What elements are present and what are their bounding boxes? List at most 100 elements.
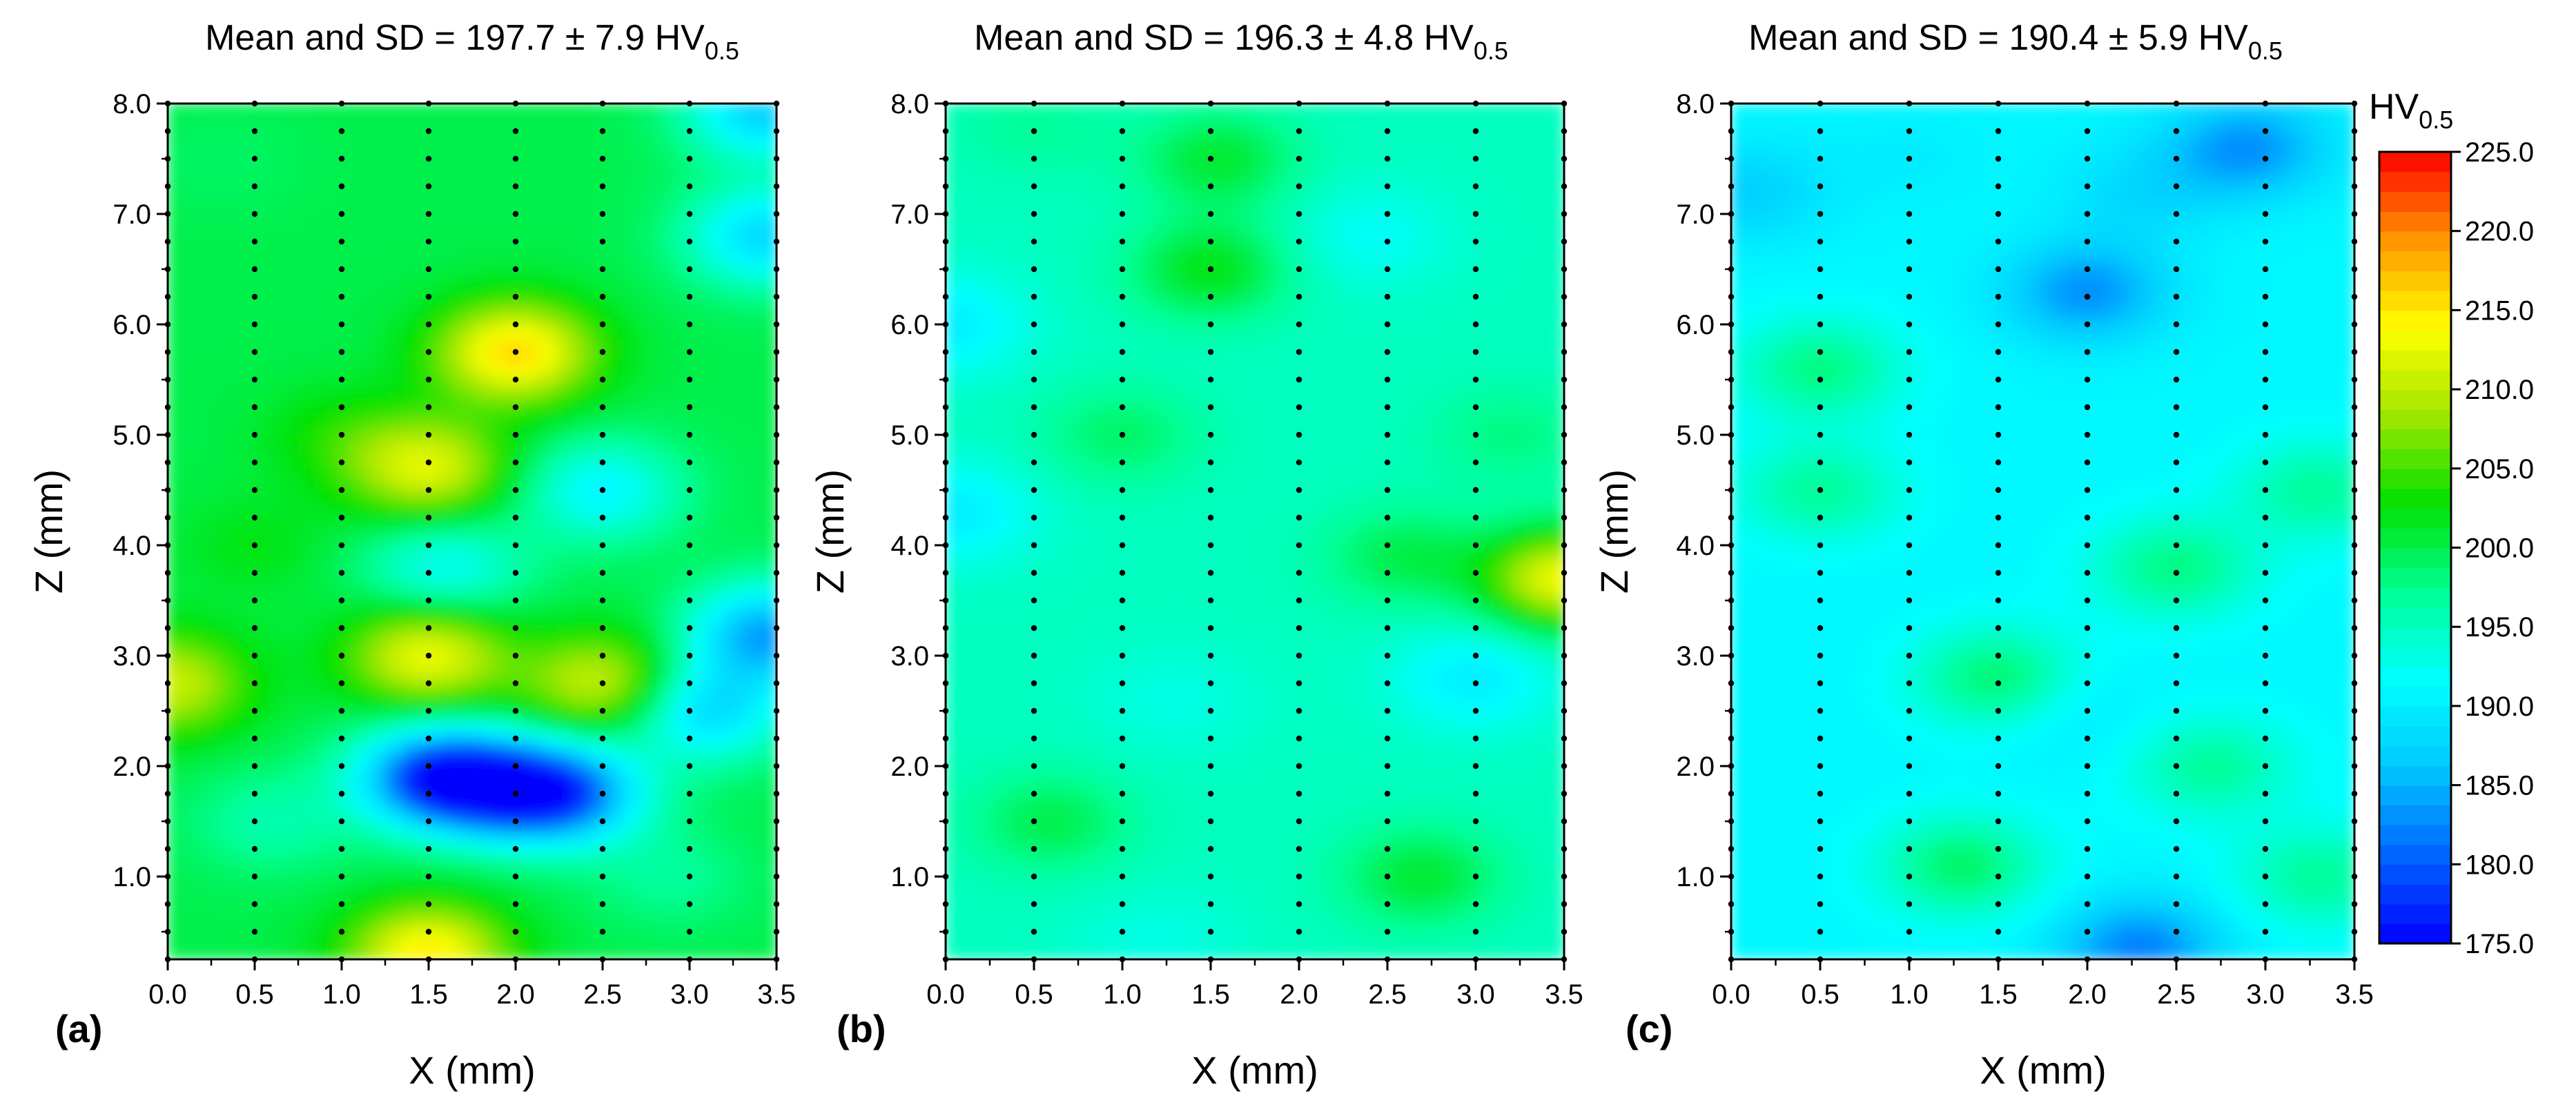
- heat-cell: [708, 723, 727, 736]
- measurement-point: [686, 459, 693, 466]
- heat-cell: [488, 841, 507, 853]
- heat-cell: [589, 498, 608, 511]
- heat-cell: [691, 146, 710, 158]
- heat-cell: [1305, 916, 1325, 928]
- heat-cell: [539, 317, 558, 329]
- heat-cell: [657, 327, 676, 340]
- heat-cell: [1323, 648, 1342, 660]
- heat-cell: [1271, 306, 1290, 318]
- heat-cell: [505, 830, 524, 843]
- heat-cell: [1271, 605, 1290, 618]
- measurement-point: [512, 128, 519, 135]
- heat-cell: [641, 104, 659, 115]
- heat-cell: [235, 467, 253, 479]
- heat-cell: [946, 274, 964, 286]
- heat-cell: [708, 916, 727, 928]
- heat-cell: [1031, 113, 1050, 126]
- heat-cell: [285, 894, 304, 907]
- heat-cell: [471, 627, 490, 639]
- heat-cell: [353, 605, 371, 618]
- heat-cell: [623, 862, 642, 874]
- heat-cell: [420, 948, 439, 959]
- heat-cell: [1288, 360, 1307, 372]
- heat-cell: [1082, 766, 1101, 779]
- heat-cell: [1048, 873, 1067, 885]
- heat-cell: [1305, 605, 1325, 618]
- heat-cell: [708, 231, 727, 244]
- heat-cell: [1100, 627, 1118, 639]
- heat-cell: [1082, 852, 1101, 864]
- heat-cell: [742, 488, 761, 500]
- heat-cell: [556, 434, 574, 447]
- heat-cell: [623, 188, 642, 201]
- heat-cell: [1013, 306, 1033, 318]
- heat-cell: [623, 819, 642, 832]
- heat-cell: [235, 776, 253, 789]
- heat-cell: [1323, 562, 1342, 575]
- heat-cell: [1048, 691, 1067, 703]
- heat-cell: [1237, 402, 1256, 415]
- heat-cell: [742, 381, 761, 393]
- heat-cell: [404, 883, 422, 896]
- heat-cell: [556, 852, 574, 864]
- measurement-point: [686, 818, 693, 825]
- heat-cell: [168, 188, 186, 201]
- heat-cell: [387, 210, 405, 222]
- measurement-point: [425, 928, 432, 935]
- heat-cell: [1100, 274, 1118, 286]
- heat-cell: [184, 809, 202, 821]
- heat-cell: [1185, 659, 1204, 672]
- heat-cell: [319, 734, 338, 746]
- heat-cell: [438, 894, 456, 907]
- heat-cell: [269, 595, 287, 607]
- heat-cell: [962, 916, 981, 928]
- heat-cell: [607, 862, 625, 874]
- heat-cell: [1048, 349, 1067, 361]
- heat-cell: [556, 937, 574, 950]
- heat-cell: [742, 445, 761, 458]
- heat-cell: [946, 948, 964, 959]
- heat-cell: [1288, 894, 1307, 907]
- heat-cell: [1100, 766, 1118, 779]
- heat-cell: [657, 616, 676, 629]
- heat-cell: [201, 584, 219, 596]
- heat-cell: [1288, 135, 1307, 147]
- heat-cell: [1185, 841, 1204, 853]
- heat-cell: [759, 766, 777, 779]
- heat-cell: [962, 776, 981, 789]
- heat-cell: [217, 467, 236, 479]
- heat-cell: [336, 177, 355, 190]
- heat-cell: [962, 434, 981, 447]
- measurement-point: [599, 901, 606, 908]
- heat-cell: [302, 146, 321, 158]
- heat-cell: [946, 306, 964, 318]
- heat-cell: [1048, 659, 1067, 672]
- heat-cell: [556, 360, 574, 372]
- heat-cell: [1185, 210, 1204, 222]
- heat-cell: [946, 113, 964, 126]
- heat-cell: [946, 937, 964, 950]
- heat-cell: [1237, 167, 1256, 179]
- heat-cell: [1133, 819, 1153, 832]
- heat-cell: [1271, 434, 1290, 447]
- heat-cell: [420, 723, 439, 736]
- heat-cell: [1254, 681, 1273, 693]
- heat-cell: [336, 327, 355, 340]
- heat-cell: [251, 413, 270, 425]
- heat-cell: [370, 873, 389, 885]
- heat-cell: [387, 520, 405, 532]
- heat-cell: [1048, 948, 1067, 959]
- heat-cell: [1237, 883, 1256, 896]
- heat-cell: [1048, 188, 1067, 201]
- heat-cell: [759, 787, 777, 800]
- heat-cell: [725, 104, 743, 115]
- heat-cell: [1220, 188, 1239, 201]
- heat-cell: [1151, 306, 1170, 318]
- heat-cell: [1237, 520, 1256, 532]
- panel-b-title: Mean and SD = 196.3 ± 4.8 HV0.5: [974, 18, 1508, 65]
- heat-cell: [1013, 104, 1033, 115]
- heat-cell: [1151, 776, 1170, 789]
- heat-cell: [420, 284, 439, 297]
- heat-cell: [573, 541, 592, 554]
- heat-cell: [404, 327, 422, 340]
